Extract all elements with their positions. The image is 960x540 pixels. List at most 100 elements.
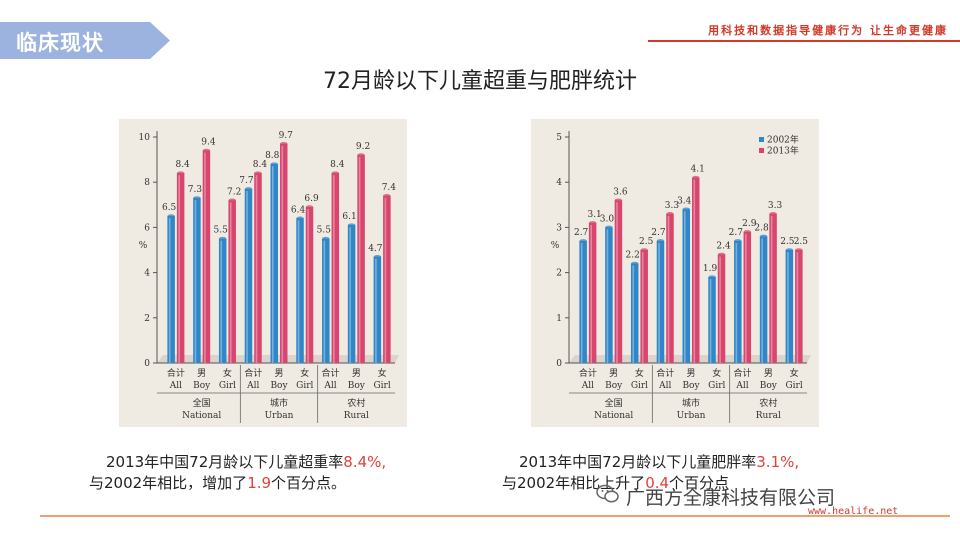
bar-cap — [244, 187, 253, 191]
bar-2013 — [305, 207, 314, 363]
bar-cap — [656, 239, 665, 243]
category-label-cn: 男 — [686, 368, 695, 379]
legend-label: 2013年 — [767, 145, 799, 157]
data-label: 3.1 — [587, 210, 601, 220]
bar-2002 — [218, 238, 227, 363]
caption-left: 2013年中国72月龄以下儿童超重率8.4%, 与2002年相比，增加了1.9个… — [89, 452, 387, 494]
bar-2013 — [254, 173, 262, 363]
bar-cap — [734, 239, 742, 243]
category-label-cn: 男 — [352, 368, 361, 379]
y-tick-label: 5 — [556, 133, 562, 143]
category-label-en: Boy — [605, 381, 623, 391]
bar-highlight — [761, 238, 763, 363]
category-label-cn: 女 — [635, 367, 644, 379]
bar-2002 — [579, 240, 587, 363]
bar-highlight — [693, 179, 696, 363]
bar-2002 — [734, 240, 742, 363]
y-tick-label: 8 — [144, 178, 150, 188]
bar-highlight — [709, 279, 712, 363]
bar-highlight — [745, 233, 747, 363]
data-label: 5.5 — [214, 226, 229, 236]
data-label: 2.5 — [794, 237, 809, 247]
bar-cap — [785, 248, 794, 252]
category-label-en: Girl — [219, 381, 236, 391]
category-label-cn: 合计 — [322, 367, 340, 379]
bar-cap — [193, 196, 201, 200]
bar-cap — [692, 175, 700, 180]
data-label: 4.7 — [368, 244, 383, 254]
bar-cap — [280, 141, 288, 146]
category-label-en: Boy — [348, 381, 366, 391]
bar-highlight — [323, 240, 326, 363]
category-label-cn: 男 — [274, 368, 283, 379]
data-label: 7.7 — [239, 176, 254, 186]
bar-2002 — [347, 225, 356, 363]
group-label-en: Urban — [677, 411, 706, 421]
bar-2013 — [769, 213, 777, 363]
bar-highlight — [220, 240, 223, 363]
bar-highlight — [178, 175, 180, 363]
category-label-en: Boy — [760, 381, 778, 391]
bar-2002 — [296, 218, 304, 363]
bar-2013 — [666, 213, 674, 363]
data-label: 2.7 — [729, 228, 744, 238]
bar-2002 — [373, 256, 382, 363]
legend-label: 2002年 — [767, 134, 799, 146]
bar-highlight — [297, 220, 300, 363]
data-label: 7.4 — [382, 183, 397, 193]
data-label: 8.4 — [175, 160, 190, 170]
bar-2002 — [270, 164, 278, 363]
page-title: 72月龄以下儿童超重与肥胖统计 — [323, 69, 637, 94]
overweight-chart-svg: 0 2 4 6 8 10% 6.5 8.4 合计 All 7.3 9.4 男 Boy 5.5 7.2 女 Girl… — [119, 119, 407, 427]
data-label: 6.4 — [291, 205, 306, 215]
bar-cap — [769, 212, 777, 216]
header-divider — [648, 40, 960, 42]
y-tick-label: 1 — [556, 314, 562, 324]
bar-2002 — [167, 216, 175, 363]
company-name: 广西方全康科技有限公司 — [626, 487, 836, 509]
caption-right-text1: 2013年中国72月龄以下儿童肥胖率 — [519, 453, 757, 471]
bar-cap — [322, 236, 330, 241]
bar-2002 — [708, 277, 716, 363]
data-label: 3.4 — [677, 196, 692, 206]
caption-left-value1: 8.4%, — [343, 453, 387, 471]
bar-cap — [588, 221, 597, 225]
group-label-cn: 城市 — [270, 397, 288, 409]
group-label-cn: 农村 — [759, 397, 777, 409]
bar-cap — [270, 162, 278, 166]
y-tick-label: 6 — [144, 223, 150, 233]
data-label: 2.2 — [626, 251, 640, 261]
obesity-chart: 0 1 2 3 4 5% 2.7 3.1 合计 All 3.0 3.6 男 Boy 2.2 2.5 女 Girl 2… — [531, 119, 819, 427]
bar-cap — [167, 214, 175, 218]
data-label: 6.5 — [162, 203, 177, 213]
category-label-en: Girl — [373, 381, 390, 391]
caption-right: 2013年中国72月龄以下儿童肥胖率3.1%, 与2002年相比上升了0.4个百… — [502, 452, 799, 494]
bar-highlight — [229, 202, 232, 363]
category-label-cn: 合计 — [167, 367, 185, 379]
bar-cap — [666, 212, 674, 216]
category-label-cn: 女 — [712, 367, 721, 379]
bar-highlight — [719, 256, 721, 363]
section-banner — [0, 22, 170, 59]
y-tick-label: 4 — [556, 178, 562, 188]
bar-2013 — [383, 195, 391, 363]
bar-cap — [579, 239, 587, 243]
category-label-en: All — [658, 381, 671, 391]
data-label: 5.5 — [317, 226, 332, 236]
category-label-cn: 男 — [197, 368, 206, 379]
bar-highlight — [590, 224, 592, 363]
bar-highlight — [281, 145, 284, 363]
caption-right-value2: 0.4 — [645, 474, 670, 492]
bar-cap — [682, 207, 690, 212]
bar-cap — [640, 248, 648, 252]
y-tick-label: 0 — [144, 359, 150, 369]
bar-2002 — [605, 227, 613, 363]
data-label: 2.7 — [574, 228, 589, 238]
y-tick-label: 10 — [139, 133, 151, 143]
bar-2013 — [176, 173, 185, 363]
data-label: 1.9 — [703, 264, 718, 274]
category-label-cn: 合计 — [656, 367, 674, 379]
category-label-cn: 合计 — [244, 367, 262, 379]
category-label-en: All — [581, 381, 594, 391]
group-label-cn: 农村 — [347, 397, 365, 409]
